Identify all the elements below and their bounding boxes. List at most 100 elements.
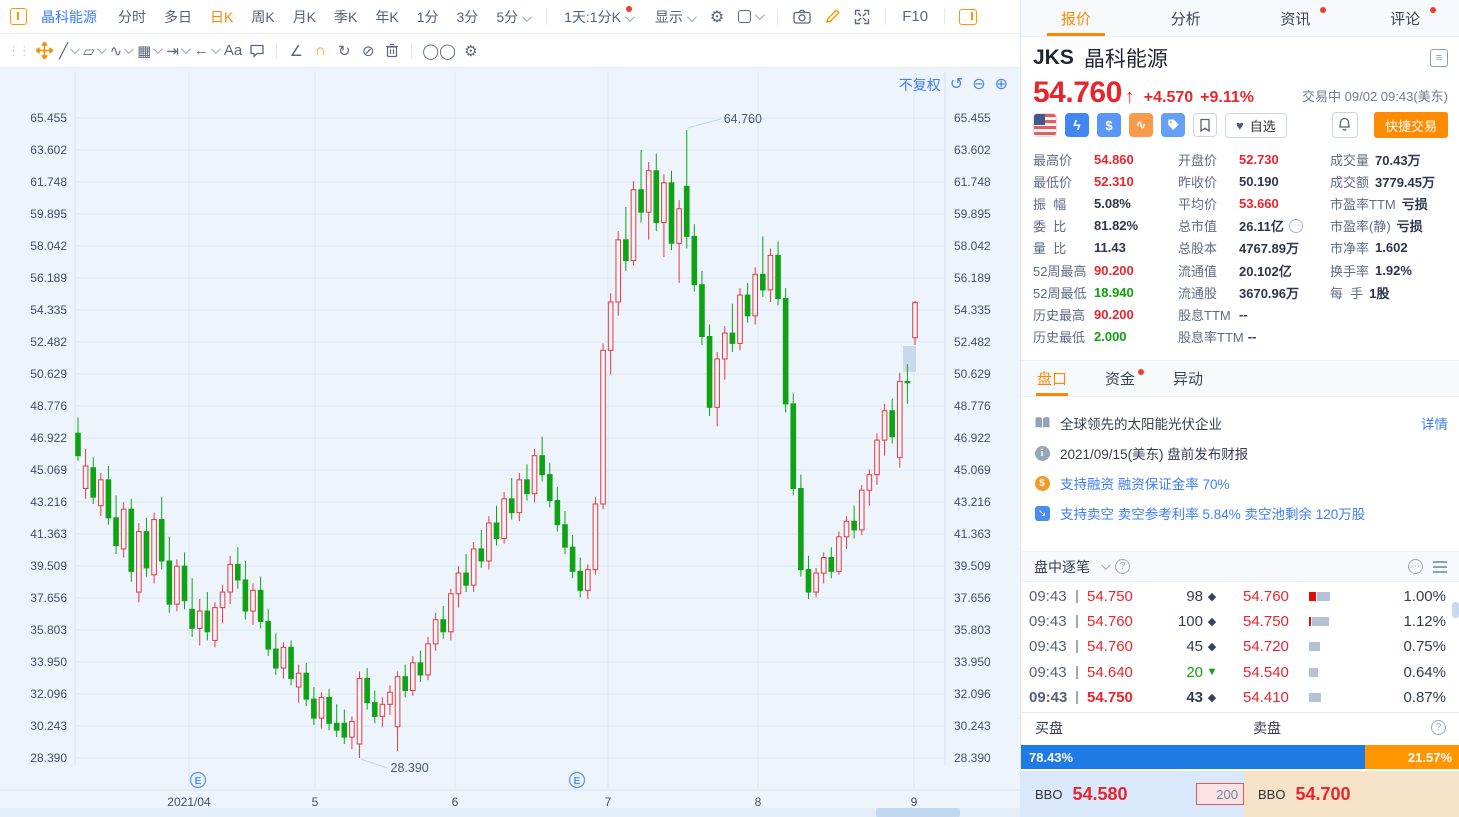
settings2-icon[interactable]: ⚙: [464, 42, 478, 60]
tick-divider: [1076, 615, 1078, 629]
buy-side-label: 买盘: [1035, 719, 1063, 736]
move-tool-icon[interactable]: [32, 42, 56, 59]
candlestick-chart[interactable]: 65.455 65.455 63.602 63.602 61.748 61.748 59.8…: [0, 68, 1020, 817]
tab-报价[interactable]: 报价: [1021, 0, 1131, 36]
settings-icon[interactable]: ⚙: [709, 8, 725, 26]
tag-icon[interactable]: [1161, 113, 1185, 137]
expand-icon[interactable]: [847, 9, 877, 25]
zoom-out-icon[interactable]: ⊖: [972, 76, 986, 93]
period-tab-1分[interactable]: 1分: [416, 8, 439, 25]
candles: [75, 130, 918, 758]
f10-button[interactable]: F10: [902, 8, 929, 25]
magnet-icon[interactable]: ∩: [314, 42, 326, 59]
period-tab-5分[interactable]: 5分: [487, 7, 538, 27]
tick-price2: 54.760: [1243, 588, 1289, 606]
quote-value: 90.200: [1094, 307, 1134, 323]
camera-icon[interactable]: [786, 9, 818, 24]
multi-chart-selector[interactable]: 1天:1分K: [555, 5, 646, 27]
short-icon: ↘: [1033, 505, 1051, 521]
us-flag-icon[interactable]: [1033, 113, 1057, 137]
top-toolbar: 晶科能源 分时 多日 日K 周K 月K 季K 年K 1分 3分 5分 1天:1分K 显示 ⚙ F10: [0, 0, 1020, 34]
dollar-icon[interactable]: $: [1097, 113, 1121, 137]
checkbox-icon[interactable]: [731, 10, 769, 23]
period-tab-3分[interactable]: 3分: [456, 8, 479, 25]
undo-icon[interactable]: ↺: [949, 76, 964, 93]
tick-volume: 98: [1186, 588, 1203, 606]
sync-icon[interactable]: ↻: [337, 42, 351, 60]
svg-text:58.042: 58.042: [30, 239, 67, 253]
chart-canvas[interactable]: 65.455 65.455 63.602 63.602 61.748 61.748 59.8…: [0, 68, 1020, 817]
svg-text:35.803: 35.803: [30, 623, 67, 637]
more-icon[interactable]: ⋯: [1288, 218, 1303, 233]
help-icon[interactable]: ?: [1115, 559, 1130, 574]
watchlist-button[interactable]: ♥ 自选: [1225, 112, 1287, 138]
diamond-icon: ◆: [1207, 591, 1217, 604]
pending-order-box[interactable]: 200: [1196, 783, 1244, 805]
extend-tool-icon[interactable]: ⇥: [163, 42, 191, 60]
adjust-mode-button[interactable]: 不复权: [898, 77, 941, 93]
chevron-down-icon[interactable]: [686, 11, 697, 22]
trend-icon[interactable]: ∿: [1129, 113, 1153, 137]
chevron-down-icon[interactable]: [210, 44, 221, 55]
chevron-down-icon[interactable]: [153, 44, 164, 55]
tab-资金[interactable]: 资金: [1105, 361, 1145, 396]
detail-link[interactable]: 详情: [1421, 417, 1448, 432]
chevron-down-icon[interactable]: [522, 11, 532, 22]
chevron-down-icon[interactable]: [124, 44, 135, 55]
trash-icon[interactable]: [380, 43, 404, 58]
zoom-in-icon[interactable]: ⊕: [994, 76, 1008, 93]
checkbox-box-icon: [738, 10, 752, 23]
quote-list-icon[interactable]: ≡: [1430, 49, 1448, 67]
scrollbar-thumb[interactable]: [1452, 602, 1459, 618]
svg-text:61.748: 61.748: [954, 175, 991, 189]
tab-资讯[interactable]: 资讯: [1241, 0, 1351, 36]
tab-盘口[interactable]: 盘口: [1037, 361, 1067, 396]
compare-icon[interactable]: ◯◯: [422, 42, 456, 60]
pattern-tool-icon[interactable]: ▦: [134, 42, 164, 60]
chevron-down-icon[interactable]: [96, 44, 107, 55]
period-tab-日K[interactable]: 日K: [210, 8, 234, 25]
help-icon[interactable]: ?: [1431, 720, 1446, 735]
period-tab-季K[interactable]: 季K: [334, 8, 358, 25]
period-tab-周K[interactable]: 周K: [251, 8, 275, 25]
hide-icon[interactable]: ⊘: [361, 42, 375, 60]
grip-icon[interactable]: ⋮⋮: [7, 42, 31, 58]
chevron-down-icon[interactable]: [69, 44, 80, 55]
quote-label: 历史最高: [1033, 308, 1086, 324]
more-icon[interactable]: ⋯: [1408, 559, 1423, 574]
period-tab-多日[interactable]: 多日: [164, 8, 192, 25]
tick-panel-title[interactable]: 盘中逐笔: [1034, 558, 1090, 575]
period-tab-分时[interactable]: 分时: [118, 8, 146, 25]
panel-toggle-icon[interactable]: [959, 8, 978, 25]
h-scrollbar-thumb[interactable]: [876, 808, 960, 817]
svg-text:63.602: 63.602: [30, 143, 67, 157]
list-view-icon[interactable]: [1433, 560, 1447, 573]
comment-tool-icon[interactable]: [245, 43, 269, 58]
text-tool-icon[interactable]: Aa: [223, 42, 243, 59]
line-tool-icon[interactable]: ╱: [56, 42, 80, 60]
display-menu[interactable]: 显示: [646, 7, 703, 27]
h-scrollbar-track[interactable]: [0, 808, 1020, 817]
chevron-down-icon[interactable]: [1100, 560, 1111, 571]
tab-分析[interactable]: 分析: [1170, 10, 1201, 28]
wave-tool-icon[interactable]: ∿: [107, 42, 135, 60]
svg-text:E: E: [195, 776, 202, 787]
tab-异动[interactable]: 异动: [1173, 371, 1204, 388]
symbol-search-button[interactable]: 晶科能源: [41, 8, 97, 25]
chevron-down-icon[interactable]: [624, 11, 635, 22]
chevron-down-icon[interactable]: [180, 44, 191, 55]
period-tab-月K[interactable]: 月K: [292, 8, 317, 25]
bookmark-icon[interactable]: [1193, 113, 1217, 137]
lightning-icon[interactable]: ϟ: [1065, 113, 1089, 137]
shape-tool-icon[interactable]: ▱: [80, 42, 107, 60]
pencil-icon[interactable]: [818, 9, 847, 24]
chevron-down-icon[interactable]: [755, 10, 766, 21]
period-tab-年K[interactable]: 年K: [375, 8, 399, 25]
tab-评论[interactable]: 评论: [1350, 0, 1459, 36]
quick-trade-button[interactable]: 快捷交易: [1373, 112, 1448, 138]
svg-text:30.243: 30.243: [954, 719, 991, 733]
angle-tool-icon[interactable]: ∠: [289, 42, 303, 60]
arrow-tool-icon[interactable]: ←: [191, 42, 221, 59]
bell-icon[interactable]: [1331, 112, 1358, 138]
window-icon[interactable]: [10, 8, 27, 25]
